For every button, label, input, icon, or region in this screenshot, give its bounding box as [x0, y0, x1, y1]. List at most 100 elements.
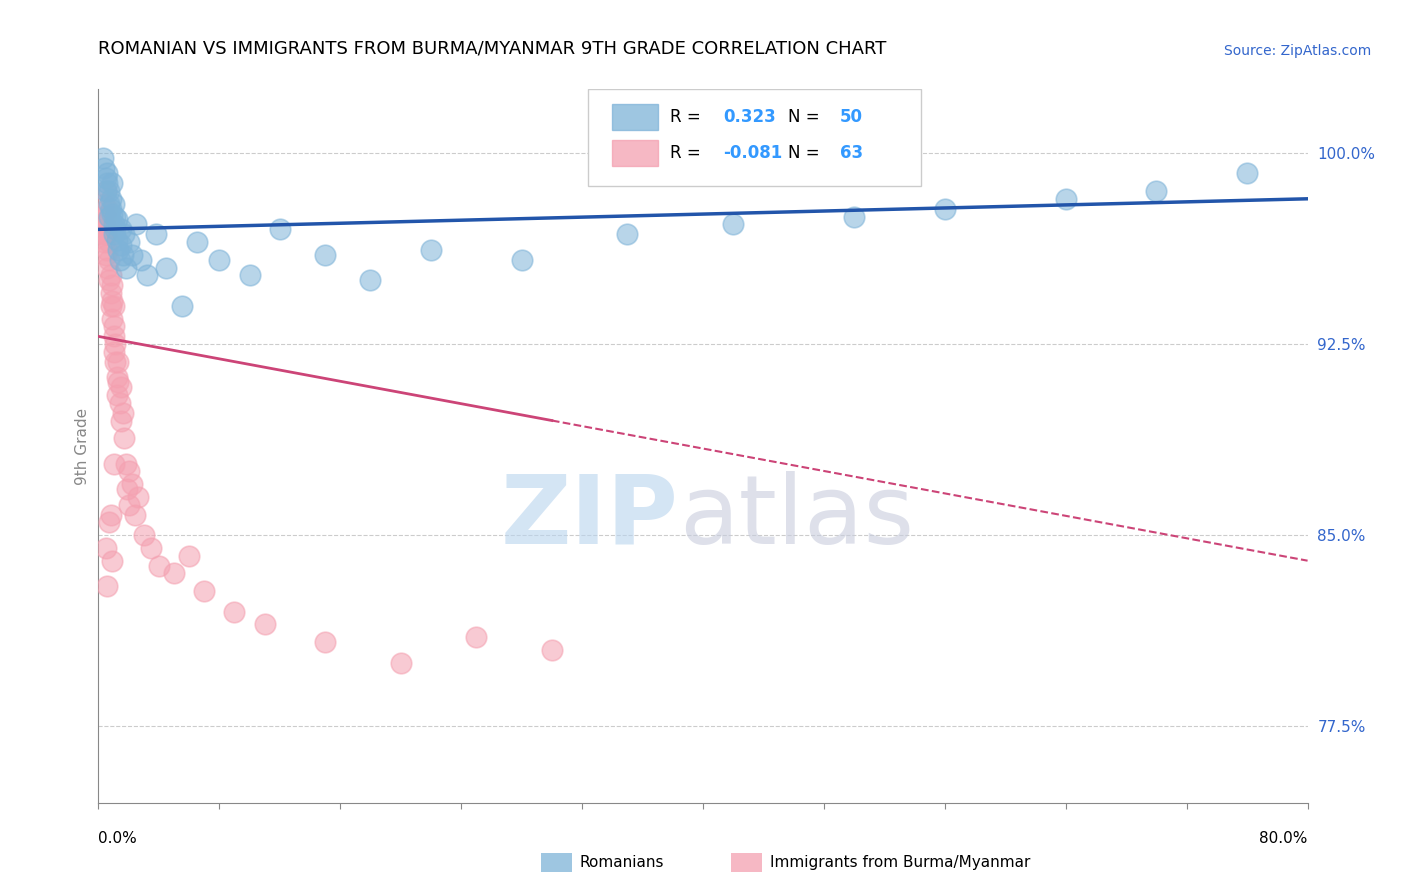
Point: [98, 184, 121, 198]
Point: [100, 286, 122, 301]
Point: [104, 222, 127, 236]
Point: [94, 184, 117, 198]
Point: [96, 202, 118, 216]
Point: [104, 210, 127, 224]
Point: [96, 222, 118, 236]
Text: 63: 63: [839, 144, 863, 161]
Point: [96, 579, 118, 593]
Point: [616, 227, 638, 242]
Point: [465, 630, 488, 644]
Point: [110, 237, 132, 252]
Point: [420, 243, 443, 257]
Point: [90, 222, 112, 236]
Point: [125, 217, 148, 231]
FancyBboxPatch shape: [588, 89, 921, 186]
Text: -0.081: -0.081: [724, 144, 783, 161]
Point: [145, 227, 167, 242]
Point: [186, 235, 208, 249]
Point: [103, 457, 125, 471]
Bar: [613, 104, 658, 130]
Point: [208, 252, 231, 267]
Point: [110, 380, 132, 394]
Point: [98, 516, 121, 530]
Point: [104, 355, 127, 369]
Point: [105, 388, 128, 402]
Point: [110, 413, 132, 427]
Point: [93, 161, 115, 176]
Point: [94, 541, 117, 555]
Point: [148, 558, 170, 573]
Point: [96, 243, 118, 257]
Point: [101, 177, 124, 191]
Point: [100, 202, 122, 216]
Point: [110, 222, 132, 236]
Point: [103, 319, 125, 334]
Point: [93, 217, 115, 231]
Point: [103, 227, 125, 242]
Point: [94, 248, 117, 262]
Point: [94, 227, 117, 242]
Point: [844, 210, 866, 224]
Point: [1144, 184, 1167, 198]
Point: [94, 171, 117, 186]
Point: [193, 584, 215, 599]
Text: N =: N =: [787, 108, 824, 126]
Point: [94, 210, 117, 224]
Point: [127, 490, 149, 504]
Point: [93, 235, 115, 249]
Point: [100, 299, 122, 313]
Point: [100, 268, 122, 283]
Point: [111, 248, 134, 262]
Bar: [613, 140, 658, 166]
Point: [314, 635, 336, 649]
Point: [107, 376, 129, 390]
Point: [170, 299, 193, 313]
Point: [510, 252, 533, 267]
Point: [103, 197, 125, 211]
Y-axis label: 9th Grade: 9th Grade: [75, 408, 90, 484]
Point: [1236, 166, 1258, 180]
Text: 0.323: 0.323: [724, 108, 776, 126]
Point: [101, 207, 124, 221]
Point: [360, 273, 382, 287]
Text: N =: N =: [787, 144, 824, 161]
Point: [104, 337, 127, 351]
Point: [91, 227, 114, 242]
Point: [108, 395, 131, 409]
Point: [239, 268, 262, 283]
Point: [118, 465, 141, 479]
Point: [103, 329, 125, 343]
Text: atlas: atlas: [679, 471, 914, 564]
Point: [253, 617, 276, 632]
Point: [93, 197, 115, 211]
Point: [1054, 192, 1077, 206]
Point: [94, 184, 117, 198]
Point: [100, 192, 122, 206]
Point: [108, 252, 131, 267]
Point: [101, 311, 124, 326]
Point: [105, 370, 128, 384]
Point: [155, 260, 177, 275]
Point: [121, 248, 143, 262]
Point: [114, 260, 136, 275]
Point: [111, 406, 134, 420]
Point: [103, 344, 125, 359]
Point: [141, 541, 163, 555]
Point: [112, 431, 135, 445]
Point: [98, 273, 121, 287]
Point: [389, 656, 412, 670]
Point: [121, 477, 143, 491]
Point: [723, 217, 745, 231]
Text: 0.0%: 0.0%: [98, 831, 138, 846]
Point: [98, 210, 121, 224]
Point: [112, 227, 135, 242]
Text: ROMANIAN VS IMMIGRANTS FROM BURMA/MYANMAR 9TH GRADE CORRELATION CHART: ROMANIAN VS IMMIGRANTS FROM BURMA/MYANMA…: [98, 40, 887, 58]
Text: R =: R =: [671, 144, 706, 161]
Text: Romanians: Romanians: [579, 855, 664, 870]
Point: [107, 243, 129, 257]
Point: [115, 483, 138, 497]
Point: [124, 508, 146, 522]
Point: [269, 222, 291, 236]
Text: R =: R =: [671, 108, 706, 126]
Point: [934, 202, 956, 216]
